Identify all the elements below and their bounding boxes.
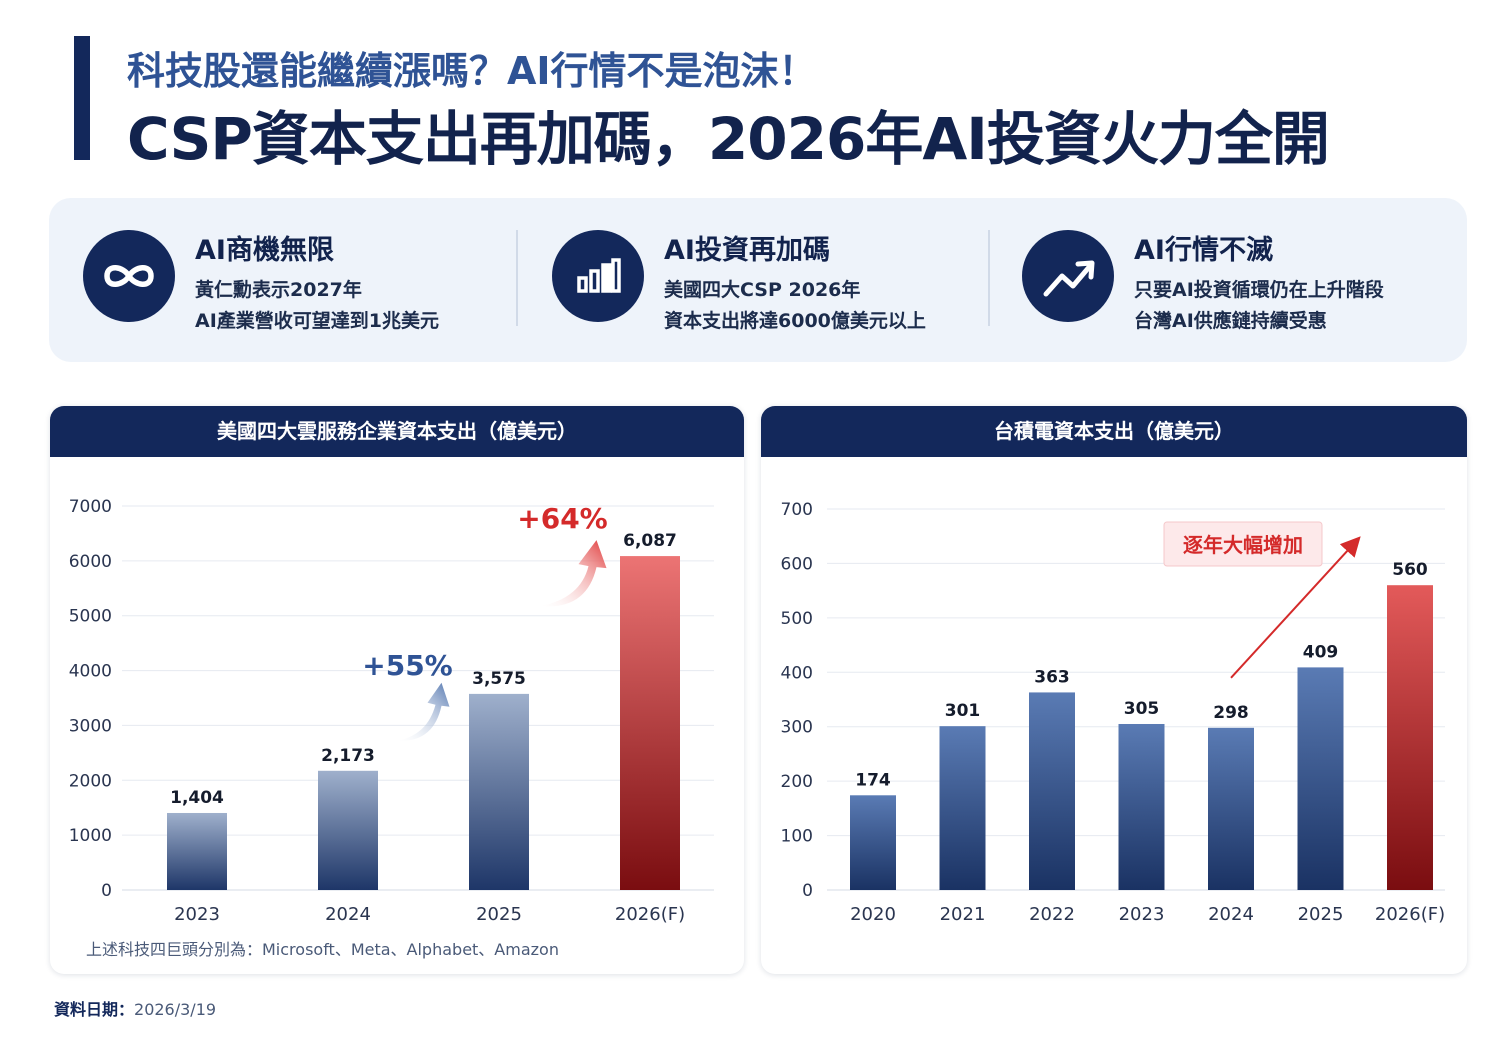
bar: [1029, 692, 1075, 890]
info-card-title: AI行情不滅: [1134, 235, 1273, 266]
growth-annotation: +64%: [517, 502, 607, 535]
x-tick-label: 2021: [940, 904, 986, 925]
y-tick-label: 700: [781, 500, 813, 520]
y-tick-label: 600: [781, 554, 813, 574]
bar: [1297, 667, 1344, 890]
growth-annotation: +55%: [362, 649, 452, 682]
info-card-line: 資本支出將達6000億美元以上: [664, 310, 926, 332]
bar: [1208, 727, 1254, 890]
bar: [469, 693, 529, 890]
info-card-line: 台灣AI供應鏈持續受惠: [1134, 310, 1327, 332]
data-label: 298: [1213, 703, 1249, 723]
bar: [1118, 723, 1165, 890]
y-tick-label: 7000: [69, 497, 112, 517]
annotation-box: [1163, 521, 1323, 567]
data-label: 174: [855, 770, 891, 790]
data-label: 301: [945, 701, 981, 721]
data-date: 資料日期：2026/3/19: [54, 996, 216, 1020]
chart-footnote: 上述科技四巨頭分別為：Microsoft、Meta、Alphabet、Amazo…: [86, 940, 559, 959]
data-label: 1,404: [170, 788, 224, 808]
x-tick-label: 2025: [1298, 904, 1344, 925]
x-tick-label: 2023: [1119, 904, 1165, 925]
bar: [850, 795, 896, 890]
page-title: CSP資本支出再加碼，2026年AI投資火力全開: [127, 105, 1330, 173]
data-label: 3,575: [472, 669, 526, 689]
info-card-title: AI投資再加碼: [664, 235, 830, 266]
y-tick-label: 100: [781, 827, 813, 847]
y-tick-label: 500: [781, 609, 813, 629]
y-tick-label: 2000: [69, 771, 112, 791]
data-label: 409: [1303, 642, 1339, 662]
data-date-label: 資料日期：: [54, 1000, 135, 1019]
trend-arrow-icon: [1230, 536, 1361, 679]
bar-chart-icon: [552, 230, 644, 322]
x-tick-label: 2023: [174, 904, 220, 925]
x-tick-label: 2024: [1208, 904, 1254, 925]
y-tick-label: 300: [781, 718, 813, 738]
y-tick-label: 6000: [69, 552, 112, 572]
data-label: 363: [1034, 667, 1070, 687]
infinity-icon: [83, 230, 175, 322]
x-tick-label: 2020: [850, 904, 896, 925]
bar: [620, 556, 680, 890]
data-label: 2,173: [321, 746, 375, 766]
y-tick-label: 5000: [69, 607, 112, 627]
info-card-line: AI產業營收可望達到1兆美元: [195, 310, 439, 332]
trend-up-icon: [1022, 230, 1114, 322]
info-card-title: AI商機無限: [195, 235, 334, 266]
info-panel: AI商機無限 黃仁勳表示2027年 AI產業營收可望達到1兆美元 AI投資再加碼…: [49, 198, 1467, 362]
bar: [318, 770, 378, 890]
x-tick-label: 2024: [325, 904, 371, 925]
info-card-line: 黃仁勳表示2027年: [195, 279, 362, 301]
info-card-line: 只要AI投資循環仍在上升階段: [1134, 279, 1384, 301]
info-divider: [988, 230, 990, 326]
title-accent-bar: [74, 36, 90, 160]
y-tick-label: 0: [802, 881, 813, 901]
data-label: 560: [1392, 560, 1428, 580]
y-tick-label: 0: [101, 881, 112, 901]
growth-arrow-icon: [397, 682, 450, 741]
trend-annotation: 逐年大幅增加: [1183, 533, 1303, 557]
tsmc-capex-chart: 0 100 200 300 400 500 600 700 174 2020 301 2021 363 2…: [781, 500, 1446, 925]
info-divider: [516, 230, 518, 326]
chart-title: 台積電資本支出（億美元）: [761, 406, 1467, 457]
tsmc-capex-chart-card: 0 100 200 300 400 500 600 700 174 2020 301 2021 363 2…: [761, 406, 1467, 974]
bar: [939, 726, 986, 890]
csp-capex-chart: 0 1000 2000 3000 4000 5000 6000 7000 1,404 2023 2,…: [69, 497, 714, 925]
chart-title: 美國四大雲服務企業資本支出（億美元）: [50, 406, 744, 457]
growth-arrow-icon: [540, 540, 607, 607]
csp-capex-chart-card: 0 1000 2000 3000 4000 5000 6000 7000 1,404 2023 2,…: [50, 406, 744, 974]
y-tick-label: 400: [781, 663, 813, 683]
y-tick-label: 4000: [69, 662, 112, 682]
data-label: 305: [1124, 699, 1160, 719]
x-tick-label: 2025: [476, 904, 522, 925]
y-tick-label: 3000: [69, 716, 112, 736]
info-card-line: 美國四大CSP 2026年: [664, 279, 861, 301]
data-label: 6,087: [623, 531, 677, 551]
data-date-value: 2026/3/19: [134, 1000, 217, 1019]
bar: [167, 812, 227, 890]
x-tick-label: 2026(F): [615, 904, 685, 925]
x-tick-label: 2022: [1029, 904, 1075, 925]
y-tick-label: 1000: [69, 826, 112, 846]
x-tick-label: 2026(F): [1375, 904, 1445, 925]
y-tick-label: 200: [781, 772, 813, 792]
bar: [1387, 585, 1433, 890]
page-subtitle: 科技股還能繼續漲嗎？AI行情不是泡沫！: [127, 49, 817, 93]
